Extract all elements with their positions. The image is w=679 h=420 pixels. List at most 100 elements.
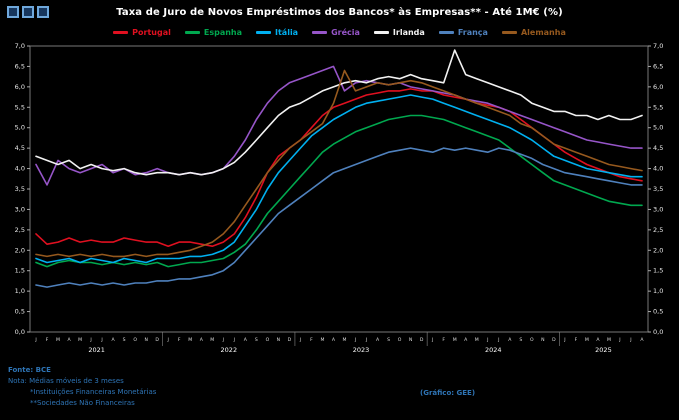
y-tick-label: 0,5: [15, 308, 25, 316]
y-tick-label: 4,5: [15, 144, 25, 152]
x-month-label: M: [585, 337, 589, 343]
x-month-label: J: [233, 337, 235, 343]
x-year-label: 2021: [88, 346, 105, 354]
x-month-label: M: [78, 337, 82, 343]
y-tick-label: 4,5: [653, 144, 663, 152]
y-tick-label: 3,0: [15, 205, 25, 213]
legend-item-itália: Itália: [256, 28, 298, 37]
x-month-label: J: [299, 337, 301, 343]
legend-item-frança: França: [438, 28, 488, 37]
series-line-frança: [35, 147, 643, 288]
chart-credit: (Gráfico: GEE): [420, 389, 476, 397]
legend-item-irlanda: Irlanda: [373, 28, 425, 37]
chart-title: Taxa de Juro de Novos Empréstimos dos Ba…: [116, 7, 563, 18]
legend-item-portugal: Portugal: [113, 28, 171, 37]
x-month-label: N: [277, 337, 280, 343]
legend-label: Alemanha: [520, 28, 566, 37]
y-tick-label: 6,5: [653, 62, 663, 70]
legend-label: França: [457, 28, 488, 37]
y-tick-label: 7,0: [653, 42, 663, 50]
x-month-label: J: [618, 337, 620, 343]
x-month-label: M: [343, 337, 347, 343]
x-month-label: M: [453, 337, 457, 343]
x-month-label: J: [34, 337, 36, 343]
x-month-label: F: [178, 337, 181, 343]
series-line-espanha: [35, 114, 643, 268]
x-month-label: J: [563, 337, 565, 343]
x-month-label: O: [530, 337, 534, 343]
y-tick-label: 1,0: [15, 287, 25, 295]
y-tick-label: 3,5: [15, 185, 25, 193]
x-month-label: F: [442, 337, 445, 343]
x-month-label: S: [519, 337, 522, 343]
x-month-label: M: [188, 337, 192, 343]
y-tick-label: 2,0: [653, 246, 663, 254]
x-month-label: M: [56, 337, 60, 343]
legend-marker: [312, 31, 328, 34]
x-month-label: O: [398, 337, 402, 343]
legend-label: Portugal: [132, 28, 171, 37]
x-month-label: N: [409, 337, 412, 343]
y-tick-label: 1,0: [653, 287, 663, 295]
x-month-label: A: [332, 337, 336, 343]
y-tick-label: 1,5: [15, 267, 25, 275]
x-month-label: J: [89, 337, 91, 343]
y-tick-label: 4,0: [15, 165, 25, 173]
y-tick-label: 0,5: [653, 308, 663, 316]
y-tick-label: 6,0: [15, 83, 25, 91]
x-month-label: O: [266, 337, 270, 343]
x-month-label: A: [200, 337, 204, 343]
logo: [7, 6, 49, 18]
x-month-label: N: [144, 337, 147, 343]
y-tick-label: 3,5: [653, 185, 663, 193]
x-month-label: D: [552, 337, 556, 343]
y-tick-label: 5,5: [15, 103, 25, 111]
y-tick-label: 2,5: [653, 226, 663, 234]
x-month-label: F: [575, 337, 578, 343]
logo-square: [37, 6, 49, 18]
x-month-label: M: [210, 337, 214, 343]
x-month-label: A: [244, 337, 248, 343]
x-month-label: J: [167, 337, 169, 343]
series-line-itália: [35, 94, 643, 264]
series-line-grécia: [35, 65, 643, 186]
footnote-companies: **Sociedades Não Financeiras: [30, 398, 135, 407]
x-month-label: O: [133, 337, 137, 343]
x-month-label: J: [354, 337, 356, 343]
chart-legend: Portugal Espanha Itália Grécia Irlanda França…: [0, 28, 679, 37]
legend-marker: [438, 31, 454, 34]
legend-item-espanha: Espanha: [184, 28, 242, 37]
x-year-label: 2025: [595, 346, 612, 354]
x-month-label: D: [155, 337, 159, 343]
x-month-label: A: [596, 337, 600, 343]
series-line-irlanda: [35, 49, 643, 176]
series-line-alemanha: [35, 69, 643, 258]
y-tick-label: 6,5: [15, 62, 25, 70]
x-month-label: D: [288, 337, 292, 343]
y-tick-label: 6,0: [653, 83, 663, 91]
x-month-label: D: [420, 337, 424, 343]
x-month-label: A: [112, 337, 116, 343]
x-month-label: J: [100, 337, 102, 343]
logo-square: [22, 6, 34, 18]
x-month-label: A: [640, 337, 644, 343]
method-note: Nota: Médias móveis de 3 meses: [8, 376, 124, 385]
x-month-label: J: [629, 337, 631, 343]
legend-marker: [256, 31, 271, 34]
x-month-label: J: [486, 337, 488, 343]
logo-square: [7, 6, 19, 18]
y-tick-label: 0,0: [15, 328, 25, 336]
x-year-label: 2024: [485, 346, 502, 354]
x-month-label: M: [607, 337, 611, 343]
legend-marker: [113, 31, 129, 34]
x-month-label: J: [431, 337, 433, 343]
x-month-label: M: [475, 337, 479, 343]
x-month-label: A: [376, 337, 380, 343]
y-tick-label: 2,5: [15, 226, 25, 234]
x-month-label: N: [541, 337, 544, 343]
footer-notes: Fonte: BCE Nota: Médias móveis de 3 mese…: [8, 365, 156, 408]
y-tick-label: 1,5: [653, 267, 663, 275]
x-month-label: J: [497, 337, 499, 343]
legend-label: Irlanda: [392, 28, 425, 37]
